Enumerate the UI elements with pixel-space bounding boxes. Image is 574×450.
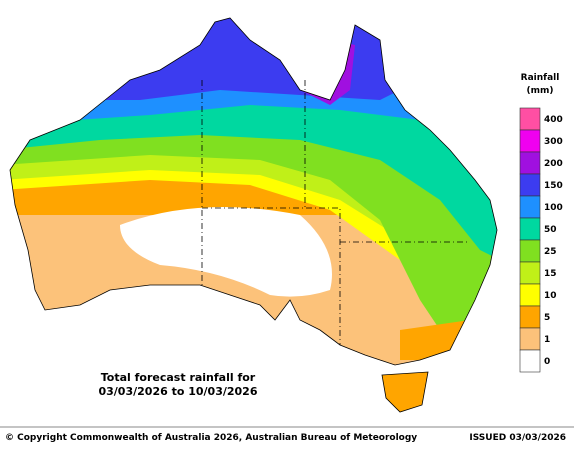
legend-swatch (519, 107, 541, 131)
rainfall-field (10, 18, 497, 412)
legend-swatch (519, 195, 541, 219)
legend-label: 25 (544, 247, 557, 257)
copyright: © Copyright Commonwealth of Australia 20… (5, 433, 417, 443)
caption: Total forecast rainfall for (101, 371, 256, 384)
legend-label: 150 (544, 181, 563, 191)
legend-swatch (519, 327, 541, 351)
legend-swatch (519, 129, 541, 153)
legend-swatch (519, 217, 541, 241)
legend-label: 1 (544, 335, 550, 345)
legend-swatch (519, 151, 541, 175)
state-borders (201, 80, 470, 345)
caption: 03/03/2026 to 10/03/2026 (98, 385, 257, 398)
legend-label: 400 (544, 115, 563, 125)
legend-unit: (mm) (527, 86, 554, 96)
legend-swatch (519, 173, 541, 197)
legend-label: 200 (544, 159, 563, 169)
coastline (9, 17, 498, 413)
legend-swatch (519, 239, 541, 263)
legend-swatch (519, 261, 541, 285)
legend-label: 0 (544, 357, 550, 367)
legend-swatch (519, 283, 541, 307)
legend-label: 15 (544, 269, 557, 279)
legend-label: 5 (544, 313, 550, 323)
legend-title: Rainfall (521, 73, 560, 83)
legend-swatch (519, 305, 541, 329)
legend-label: 100 (544, 203, 563, 213)
legend-label: 300 (544, 137, 563, 147)
issued-date: ISSUED 03/03/2026 (469, 433, 566, 443)
legend-label: 10 (544, 291, 557, 301)
legend-label: 50 (544, 225, 557, 235)
legend-swatch (519, 349, 541, 373)
